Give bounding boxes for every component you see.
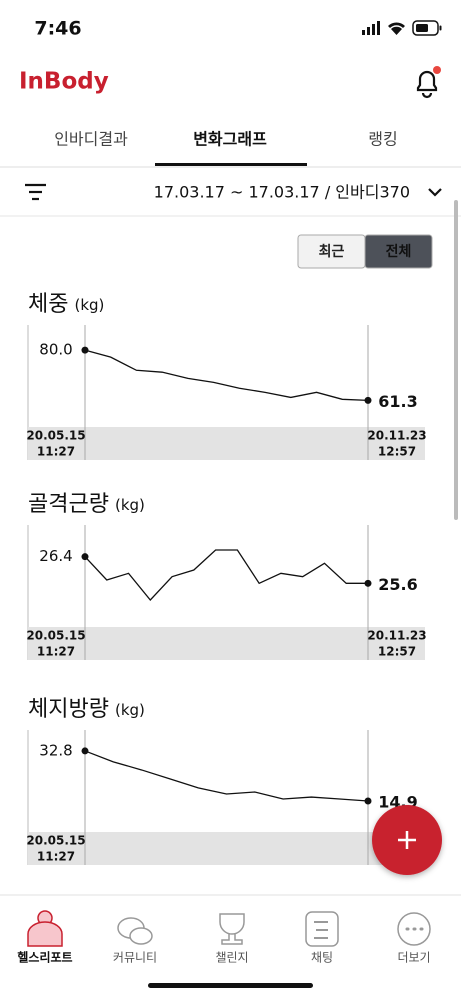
date-band	[28, 427, 425, 460]
scrollbar	[454, 200, 458, 520]
trend-line	[84, 549, 368, 601]
nav-icon[interactable]	[305, 911, 339, 947]
tab[interactable]: 인바디결과	[54, 130, 128, 149]
chart-title: 체지방량 (kg)	[28, 697, 145, 722]
nav-label[interactable]: 더보기	[397, 951, 430, 965]
date-label: 11:27	[37, 850, 75, 864]
date-band	[28, 627, 425, 660]
icon-bubble	[129, 927, 153, 945]
icon-chat	[305, 911, 339, 947]
nav-icon[interactable]	[219, 913, 245, 945]
status-icons	[362, 20, 442, 36]
date-label: 20.05.15	[26, 629, 85, 643]
add-button[interactable]	[372, 805, 442, 875]
date-label: 11:27	[37, 445, 75, 459]
data-point	[81, 553, 89, 561]
date-label: 20.11.23	[367, 629, 426, 643]
chart-title: 체중 (kg)	[28, 292, 104, 317]
date-label: 20.05.15	[26, 429, 85, 443]
dropdown-chevron[interactable]	[428, 188, 442, 197]
chart-unit: (kg)	[74, 296, 104, 314]
icon-chat-lines	[314, 921, 328, 939]
icon-trophy	[219, 913, 245, 945]
chart-title-text: 체중	[28, 292, 68, 317]
nav-label[interactable]: 커뮤니티	[113, 951, 157, 965]
chart-title-text: 골격근량	[28, 492, 109, 517]
trend-line	[84, 349, 369, 402]
nav-label[interactable]: 챌린지	[215, 951, 248, 965]
tab[interactable]: 변화그래프	[193, 130, 267, 149]
filter-icon[interactable]	[25, 183, 46, 201]
logo[interactable]: InBody	[19, 69, 109, 95]
date-label: 11:27	[37, 645, 75, 659]
chart-title-text: 체지방량	[28, 697, 109, 722]
date-band	[28, 832, 425, 865]
data-point	[81, 747, 89, 755]
toggle-button[interactable]	[364, 234, 433, 269]
toggle-label[interactable]: 최근	[319, 244, 345, 260]
data-point	[364, 396, 372, 404]
value-label: 61.3	[378, 392, 417, 411]
nav-icon[interactable]	[397, 912, 431, 946]
date-label: 20.11.23	[367, 429, 426, 443]
value-label: 80.0	[39, 341, 72, 359]
data-point	[364, 797, 372, 805]
icon-body	[27, 921, 63, 947]
date-range[interactable]: 17.03.17 ~ 17.03.17 / 인바디370	[154, 183, 410, 202]
status-time: 7:46	[34, 18, 81, 40]
value-label: 32.8	[39, 741, 72, 759]
tab[interactable]: 랭킹	[368, 130, 397, 149]
nav-label[interactable]: 헬스리포트	[17, 950, 72, 965]
data-point	[364, 579, 372, 587]
date-label: 12:57	[378, 445, 416, 459]
date-label: 12:57	[378, 645, 416, 659]
nav-label[interactable]: 채팅	[311, 951, 333, 965]
value-label: 26.4	[39, 547, 72, 565]
value-label: 25.6	[378, 575, 417, 594]
icon-more	[397, 912, 431, 946]
data-point	[81, 346, 89, 354]
home-indicator	[148, 983, 313, 988]
date-label: 20.05.15	[26, 834, 85, 848]
nav-icon[interactable]	[117, 917, 153, 945]
nav-icon[interactable]	[27, 910, 63, 947]
tab-underline	[155, 163, 307, 166]
bell-icon[interactable]	[416, 66, 441, 99]
toggle-label[interactable]: 전체	[386, 243, 412, 260]
bottom-nav	[0, 895, 461, 1000]
chart-title: 골격근량 (kg)	[28, 492, 145, 517]
chart-unit: (kg)	[115, 496, 145, 514]
chart-unit: (kg)	[115, 701, 145, 719]
trend-line	[84, 750, 369, 802]
